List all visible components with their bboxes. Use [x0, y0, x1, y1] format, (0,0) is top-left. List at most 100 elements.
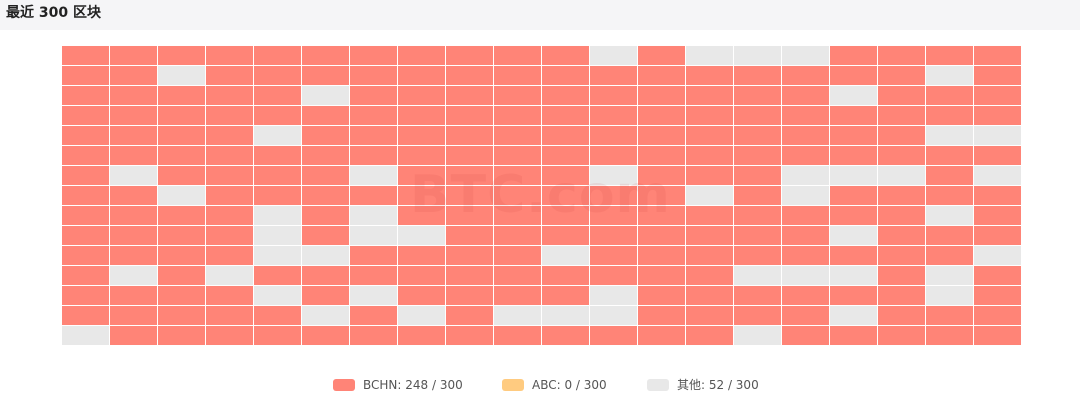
block-cell-bchn[interactable] — [926, 106, 973, 125]
block-cell-bchn[interactable] — [254, 66, 301, 85]
block-cell-bchn[interactable] — [350, 186, 397, 205]
block-cell-bchn[interactable] — [590, 186, 637, 205]
block-cell-bchn[interactable] — [398, 126, 445, 145]
block-cell-bchn[interactable] — [734, 286, 781, 305]
block-cell-bchn[interactable] — [638, 126, 685, 145]
block-cell-bchn[interactable] — [782, 126, 829, 145]
block-cell-bchn[interactable] — [206, 206, 253, 225]
block-cell-bchn[interactable] — [446, 126, 493, 145]
block-cell-bchn[interactable] — [62, 306, 109, 325]
block-cell-bchn[interactable] — [542, 326, 589, 345]
block-cell-bchn[interactable] — [158, 106, 205, 125]
block-cell-bchn[interactable] — [590, 326, 637, 345]
block-cell-bchn[interactable] — [782, 326, 829, 345]
block-cell-bchn[interactable] — [62, 106, 109, 125]
block-cell-bchn[interactable] — [206, 166, 253, 185]
block-cell-other[interactable] — [302, 306, 349, 325]
block-cell-bchn[interactable] — [446, 266, 493, 285]
block-cell-bchn[interactable] — [878, 246, 925, 265]
block-cell-bchn[interactable] — [446, 326, 493, 345]
block-cell-bchn[interactable] — [62, 146, 109, 165]
block-cell-bchn[interactable] — [638, 166, 685, 185]
block-cell-bchn[interactable] — [350, 86, 397, 105]
block-cell-bchn[interactable] — [830, 206, 877, 225]
block-cell-bchn[interactable] — [542, 266, 589, 285]
block-cell-other[interactable] — [926, 126, 973, 145]
block-cell-other[interactable] — [158, 186, 205, 205]
block-cell-bchn[interactable] — [926, 166, 973, 185]
block-cell-bchn[interactable] — [206, 146, 253, 165]
block-cell-bchn[interactable] — [494, 86, 541, 105]
block-cell-bchn[interactable] — [62, 206, 109, 225]
block-cell-other[interactable] — [110, 166, 157, 185]
block-cell-bchn[interactable] — [926, 86, 973, 105]
block-cell-bchn[interactable] — [638, 146, 685, 165]
block-cell-bchn[interactable] — [830, 126, 877, 145]
block-cell-bchn[interactable] — [926, 326, 973, 345]
block-cell-bchn[interactable] — [878, 266, 925, 285]
block-cell-bchn[interactable] — [878, 66, 925, 85]
block-cell-other[interactable] — [350, 206, 397, 225]
block-cell-bchn[interactable] — [302, 186, 349, 205]
block-cell-bchn[interactable] — [590, 66, 637, 85]
block-cell-bchn[interactable] — [686, 126, 733, 145]
block-cell-bchn[interactable] — [638, 46, 685, 65]
block-cell-other[interactable] — [254, 206, 301, 225]
block-cell-other[interactable] — [734, 46, 781, 65]
block-cell-bchn[interactable] — [734, 186, 781, 205]
block-cell-bchn[interactable] — [110, 146, 157, 165]
block-cell-bchn[interactable] — [638, 226, 685, 245]
block-cell-other[interactable] — [782, 166, 829, 185]
block-cell-bchn[interactable] — [494, 146, 541, 165]
block-cell-bchn[interactable] — [302, 266, 349, 285]
block-cell-other[interactable] — [590, 166, 637, 185]
block-cell-bchn[interactable] — [830, 146, 877, 165]
block-cell-bchn[interactable] — [686, 326, 733, 345]
block-cell-bchn[interactable] — [734, 86, 781, 105]
block-cell-other[interactable] — [830, 226, 877, 245]
block-cell-bchn[interactable] — [974, 206, 1021, 225]
block-cell-bchn[interactable] — [494, 166, 541, 185]
block-cell-bchn[interactable] — [302, 126, 349, 145]
block-cell-bchn[interactable] — [686, 226, 733, 245]
block-cell-bchn[interactable] — [686, 166, 733, 185]
block-cell-bchn[interactable] — [542, 146, 589, 165]
block-cell-bchn[interactable] — [158, 46, 205, 65]
block-cell-bchn[interactable] — [638, 286, 685, 305]
block-cell-bchn[interactable] — [686, 286, 733, 305]
block-cell-bchn[interactable] — [590, 86, 637, 105]
block-cell-other[interactable] — [302, 246, 349, 265]
block-cell-other[interactable] — [110, 266, 157, 285]
block-cell-other[interactable] — [734, 266, 781, 285]
block-cell-bchn[interactable] — [302, 106, 349, 125]
block-cell-bchn[interactable] — [398, 146, 445, 165]
block-cell-bchn[interactable] — [254, 166, 301, 185]
block-cell-bchn[interactable] — [158, 246, 205, 265]
block-cell-bchn[interactable] — [494, 186, 541, 205]
block-cell-bchn[interactable] — [446, 226, 493, 245]
block-cell-other[interactable] — [494, 306, 541, 325]
block-cell-other[interactable] — [926, 206, 973, 225]
block-cell-other[interactable] — [302, 86, 349, 105]
block-cell-bchn[interactable] — [638, 186, 685, 205]
block-cell-bchn[interactable] — [686, 86, 733, 105]
block-cell-bchn[interactable] — [542, 186, 589, 205]
block-cell-bchn[interactable] — [158, 126, 205, 145]
block-cell-bchn[interactable] — [638, 326, 685, 345]
block-cell-other[interactable] — [542, 306, 589, 325]
block-cell-bchn[interactable] — [350, 306, 397, 325]
block-cell-other[interactable] — [590, 306, 637, 325]
block-cell-bchn[interactable] — [398, 266, 445, 285]
block-cell-bchn[interactable] — [206, 46, 253, 65]
block-cell-bchn[interactable] — [974, 46, 1021, 65]
block-cell-bchn[interactable] — [398, 86, 445, 105]
block-cell-bchn[interactable] — [974, 186, 1021, 205]
block-cell-other[interactable] — [974, 166, 1021, 185]
block-cell-bchn[interactable] — [158, 286, 205, 305]
block-cell-bchn[interactable] — [206, 106, 253, 125]
block-cell-bchn[interactable] — [638, 266, 685, 285]
block-cell-bchn[interactable] — [974, 106, 1021, 125]
block-cell-bchn[interactable] — [206, 66, 253, 85]
block-cell-bchn[interactable] — [398, 286, 445, 305]
block-cell-bchn[interactable] — [110, 206, 157, 225]
